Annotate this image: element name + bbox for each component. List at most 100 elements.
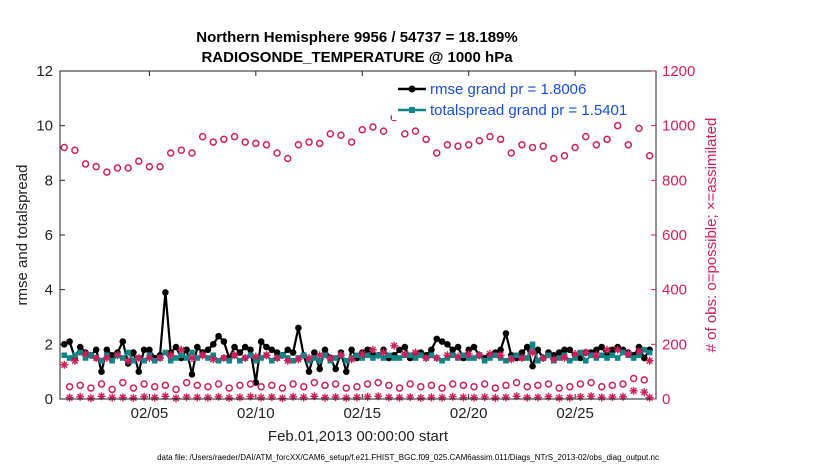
legend-rmse-label: rmse grand pr = 1.8006: [430, 81, 586, 98]
assimilated-obs-point: [470, 393, 478, 402]
possible-obs-point: [124, 164, 132, 172]
possible-obs-point: [97, 380, 106, 388]
possible-obs-point: [225, 384, 233, 392]
totalspread-point: [268, 357, 275, 364]
assimilated-obs-point: [517, 354, 526, 362]
rmse-point: [66, 338, 73, 345]
totalspread-point: [194, 355, 201, 361]
y-tick-label-left: 0: [45, 391, 53, 408]
assimilated-obs-point: [645, 393, 654, 402]
possible-obs-point: [587, 378, 595, 387]
possible-obs-point: [113, 164, 122, 172]
possible-obs-point: [608, 381, 617, 390]
totalspread-point: [428, 352, 435, 359]
rmse-point: [172, 343, 180, 351]
assimilated-obs-point: [406, 393, 415, 402]
totalspread-point: [545, 352, 552, 359]
assimilated-obs-point: [390, 341, 399, 350]
assimilated-obs-point: [581, 348, 590, 357]
assimilated-obs-point: [198, 351, 207, 360]
rmse-point: [140, 346, 148, 354]
assimilated-obs-point: [571, 349, 580, 358]
possible-obs-point: [145, 162, 154, 171]
possible-obs-point: [92, 162, 100, 171]
possible-obs-point: [315, 139, 324, 148]
totalspread-point: [98, 357, 105, 364]
y-axis-label-left: rmse and totalspread: [14, 165, 31, 306]
possible-obs-point: [246, 380, 255, 388]
assimilated-obs-point: [118, 393, 127, 402]
totalspread-point: [364, 352, 371, 359]
rmse-point: [523, 343, 531, 351]
rmse-point: [342, 368, 350, 375]
data-marks: [60, 113, 654, 403]
totalspread-point: [151, 357, 158, 364]
rmse-point: [401, 343, 409, 351]
rmse-point: [438, 338, 446, 345]
assimilated-obs-point: [480, 393, 489, 402]
totalspread-point: [566, 357, 573, 364]
y-tick-label-right: 400: [662, 282, 687, 299]
assimilated-obs-point: [539, 354, 548, 362]
rmse-point: [555, 349, 563, 356]
totalspread-point: [503, 357, 509, 364]
rmse-point: [273, 349, 281, 356]
possible-obs-point: [635, 124, 643, 133]
possible-obs-point: [161, 381, 170, 390]
rmse-point: [593, 346, 600, 354]
rmse-point: [146, 346, 153, 354]
possible-obs-point: [204, 382, 212, 391]
assimilated-obs-point: [411, 348, 420, 357]
chart-title-line-2: RADIOSONDE_TEMPERATURE @ 1000 hPa: [201, 49, 513, 66]
assimilated-obs-point: [352, 393, 361, 402]
assimilated-obs-point: [310, 392, 319, 401]
legend-spread-marker: [409, 107, 415, 113]
totalspread-point: [535, 357, 541, 364]
assimilated-obs-point: [209, 355, 218, 364]
possible-obs-point: [464, 141, 473, 149]
rmse-point: [119, 338, 127, 345]
possible-obs-point: [299, 382, 308, 391]
rmse-point: [130, 349, 137, 356]
totalspread-point: [487, 355, 493, 361]
assimilated-obs-point: [156, 354, 164, 362]
totalspread-point: [577, 349, 584, 356]
assimilated-obs-point: [283, 356, 292, 365]
x-tick-label: 02/10: [237, 405, 275, 422]
totalspread-point: [343, 357, 350, 364]
rmse-point: [289, 349, 297, 356]
totalspread-point: [380, 355, 387, 361]
totalspread-point: [641, 347, 648, 353]
totalspread-point: [215, 357, 222, 364]
possible-obs-point: [512, 378, 521, 387]
assimilated-obs-point: [193, 393, 202, 402]
possible-obs-point: [374, 378, 382, 387]
series-possible-obs-lower-: [65, 374, 649, 394]
possible-obs-point: [448, 380, 457, 388]
y-tick-label-right: 1000: [662, 118, 695, 135]
legend-box: [392, 77, 646, 120]
possible-obs-point: [369, 123, 377, 131]
y-tick-label-left: 6: [45, 227, 53, 244]
possible-obs-point: [411, 127, 420, 135]
data-file-footnote: data file: /Users/raeder/DAI/ATM_forcXX/…: [157, 453, 659, 462]
rmse-point: [454, 343, 462, 351]
rmse-point: [103, 346, 111, 354]
possible-obs-point: [480, 380, 489, 388]
x-axis-label: Feb.01,2013 00:00:00 start: [268, 428, 449, 445]
rmse-point: [284, 346, 292, 354]
assimilated-obs-point: [182, 393, 191, 402]
possible-obs-point: [71, 146, 79, 155]
assimilated-obs-point: [565, 393, 574, 402]
x-tick-label: 02/25: [556, 405, 594, 422]
totalspread-point: [412, 355, 419, 361]
possible-obs-point: [486, 132, 494, 141]
assimilated-obs-point: [555, 393, 564, 402]
rmse-point: [92, 346, 100, 354]
totalspread-point: [290, 357, 296, 364]
assimilated-obs-point: [374, 392, 383, 401]
possible-obs-point: [427, 381, 436, 390]
possible-obs-point: [241, 138, 249, 146]
x-tick-label: 02/15: [343, 405, 381, 422]
possible-obs-point: [385, 381, 393, 390]
